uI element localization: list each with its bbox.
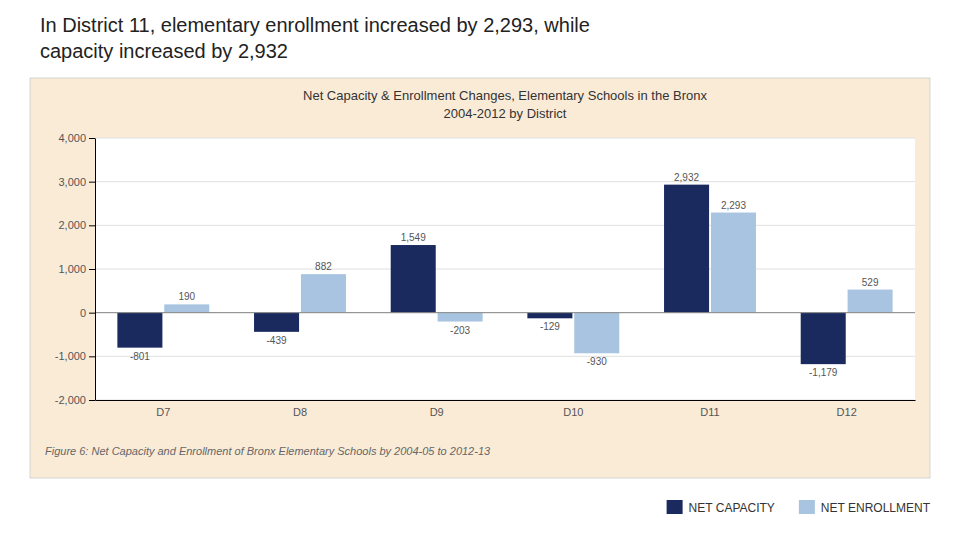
- grid-line: [95, 138, 915, 139]
- y-tick-mark: [89, 225, 95, 226]
- x-tick: D9: [430, 406, 444, 418]
- caption: Figure 6: Net Capacity and Enrollment of…: [45, 445, 491, 457]
- data-label: 882: [315, 261, 332, 272]
- legend-item: NET ENROLLMENT: [799, 500, 931, 515]
- x-tick: D8: [293, 406, 307, 418]
- x-tick-label: D7: [156, 406, 170, 418]
- x-tick-label: D11: [700, 406, 719, 418]
- y-tick-mark: [89, 269, 95, 270]
- y-tick-mark: [89, 356, 95, 357]
- y-tick: 1,000: [58, 263, 95, 275]
- y-tick-label: 1,000: [58, 263, 86, 275]
- bar-series: [164, 213, 892, 354]
- data-label: -930: [587, 356, 607, 367]
- grid-line: [95, 181, 915, 182]
- heading: capacity increased by 2,932: [40, 40, 288, 62]
- grid-line: [95, 269, 915, 270]
- subtitle: 2004-2012 by District: [444, 106, 567, 121]
- y-tick-label: -2,000: [55, 394, 86, 406]
- data-label: -801: [130, 351, 150, 362]
- panel: [30, 78, 930, 478]
- grid: [95, 138, 915, 400]
- x-tick: D7: [156, 406, 170, 418]
- bar: [801, 313, 846, 364]
- bar: [711, 213, 756, 313]
- grid-line: [95, 356, 915, 357]
- y-tick: 3,000: [58, 176, 95, 188]
- data-label: 529: [862, 277, 879, 288]
- y-tick-label: -1,000: [55, 350, 86, 362]
- x-tick-label: D12: [837, 406, 857, 418]
- plot-background: [95, 138, 915, 400]
- grid-line: [95, 225, 915, 226]
- x-tick: D12: [837, 406, 857, 418]
- data-label: 2,932: [674, 172, 699, 183]
- x-axis: D7 D8 D9 D10 D11 D12: [96, 401, 916, 419]
- bars: [117, 185, 892, 365]
- y-tick-mark: [89, 313, 95, 314]
- legend-item: NET CAPACITY: [667, 500, 775, 515]
- bar: [254, 313, 299, 332]
- bar: [438, 313, 483, 322]
- x-tick: D10: [563, 406, 583, 418]
- legend: NET CAPACITY NET ENROLLMENT: [667, 500, 931, 515]
- grid-line: [95, 312, 915, 313]
- x-tick-label: D10: [563, 406, 583, 418]
- y-axis: -2,000 -1,000 0 1,000 2,000 3,000 4,000: [55, 132, 96, 406]
- data-label: 190: [178, 291, 195, 302]
- y-tick: 0: [80, 307, 95, 319]
- data-label: -1,179: [809, 367, 838, 378]
- data-label: 2,293: [721, 200, 746, 211]
- data-label: -129: [540, 321, 560, 332]
- data-labels: -801 -439 1,549 -129 2,932 -1,179 190 882 -203 -9…: [130, 172, 879, 379]
- bar: [664, 185, 709, 313]
- data-label: -439: [267, 335, 287, 346]
- y-tick-mark: [89, 400, 95, 401]
- y-tick: 4,000: [58, 132, 95, 144]
- y-tick-label: 3,000: [58, 176, 86, 188]
- x-tick: D11: [700, 406, 719, 418]
- y-tick-mark: [89, 182, 95, 183]
- data-label: -203: [450, 325, 470, 336]
- x-tick-label: D9: [430, 406, 444, 418]
- bar: [848, 290, 893, 313]
- bar: [391, 245, 436, 313]
- y-tick-mark: [89, 138, 95, 139]
- y-tick: -2,000: [55, 394, 95, 406]
- heading: In District 11, elementary enrollment in…: [40, 14, 590, 36]
- bar: [527, 313, 572, 319]
- y-axis-line: [95, 139, 96, 401]
- x-axis-line: [96, 400, 916, 401]
- y-tick-label: 0: [80, 307, 86, 319]
- bar: [301, 274, 346, 313]
- title: Net Capacity & Enrollment Changes, Eleme…: [303, 88, 707, 103]
- legend-swatch: [799, 500, 815, 514]
- x-tick-label: D8: [293, 406, 307, 418]
- y-tick: -1,000: [55, 350, 95, 362]
- zero-line: [95, 312, 915, 313]
- legend-label: NET CAPACITY: [689, 501, 775, 515]
- bar: [574, 313, 619, 354]
- y-tick-label: 4,000: [58, 132, 86, 144]
- chart: In District 11, elementary enrollment in…: [0, 0, 960, 540]
- legend-label: NET ENROLLMENT: [821, 501, 931, 515]
- y-tick: 2,000: [58, 219, 95, 231]
- y-tick-label: 2,000: [58, 219, 86, 231]
- data-label: 1,549: [401, 232, 426, 243]
- bar: [117, 313, 162, 348]
- grid-line: [95, 400, 915, 401]
- legend-swatch: [667, 500, 683, 514]
- bar-series: [117, 185, 845, 365]
- bar: [164, 304, 209, 312]
